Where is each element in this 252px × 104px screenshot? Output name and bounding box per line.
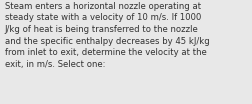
Text: Steam enters a horizontal nozzle operating at
steady state with a velocity of 10: Steam enters a horizontal nozzle operati… (5, 2, 208, 69)
